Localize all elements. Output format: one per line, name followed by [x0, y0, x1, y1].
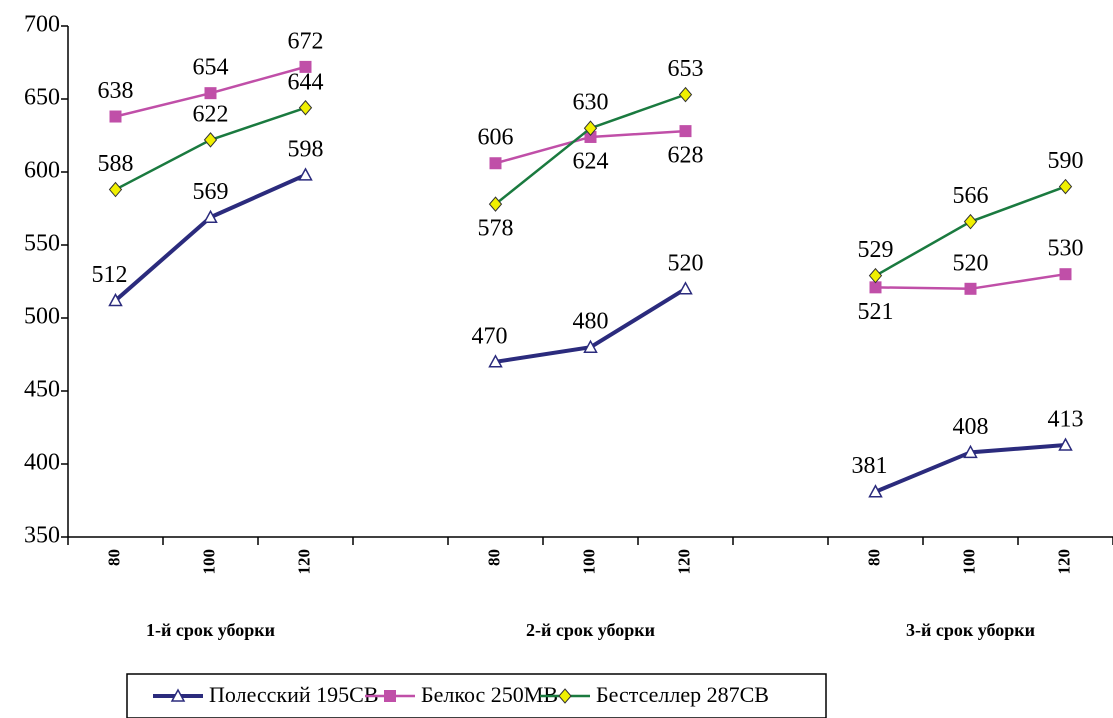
- data-label: 672: [288, 28, 324, 54]
- data-label: 512: [92, 262, 128, 288]
- marker: [678, 281, 693, 295]
- y-tick-label: 650: [24, 85, 60, 111]
- marker: [583, 120, 598, 136]
- marker: [963, 444, 978, 459]
- x-tick-label: 120: [674, 549, 693, 575]
- marker: [488, 354, 503, 368]
- marker: [488, 196, 503, 212]
- y-tick-label: 600: [24, 158, 60, 184]
- marker: [203, 132, 218, 148]
- data-label: 520: [668, 250, 704, 276]
- data-label: 413: [1048, 407, 1084, 433]
- legend-label: Полесский 195СВ: [209, 682, 379, 707]
- data-label: 588: [98, 151, 134, 177]
- y-tick-label: 550: [24, 231, 60, 257]
- marker: [583, 339, 598, 353]
- marker: [170, 688, 186, 702]
- data-label: 624: [573, 148, 609, 174]
- data-label: 590: [1048, 148, 1084, 174]
- group-label: 3-й срок уборки: [906, 620, 1035, 640]
- data-label: 566: [953, 183, 989, 209]
- y-tick-label: 700: [24, 12, 60, 38]
- marker: [109, 110, 122, 123]
- group-label: 2-й срок уборки: [526, 620, 655, 640]
- legend-label: Белкос 250МВ: [421, 682, 558, 707]
- legend-label: Бестселлер 287СВ: [596, 682, 769, 707]
- marker: [963, 213, 978, 230]
- x-tick-label: 100: [959, 549, 978, 575]
- x-tick-label: 120: [294, 549, 313, 575]
- data-label: 606: [478, 125, 514, 151]
- x-tick-label: 100: [199, 549, 218, 575]
- data-label: 470: [472, 323, 508, 349]
- marker: [679, 125, 692, 138]
- marker: [678, 86, 693, 103]
- marker: [584, 130, 597, 143]
- marker: [108, 181, 123, 198]
- data-label: 628: [668, 143, 704, 169]
- marker: [1058, 178, 1073, 195]
- data-label: 598: [288, 136, 324, 162]
- marker: [869, 281, 882, 294]
- data-label: 521: [858, 299, 894, 325]
- marker: [1058, 437, 1073, 451]
- y-tick-label: 450: [24, 377, 60, 403]
- x-tick-label: 100: [579, 549, 598, 575]
- marker: [298, 99, 313, 116]
- data-label: 654: [193, 55, 229, 81]
- data-label: 529: [858, 237, 894, 263]
- data-label: 520: [953, 250, 989, 276]
- marker: [204, 87, 217, 100]
- y-tick-label: 400: [24, 450, 60, 476]
- data-label: 530: [1048, 236, 1084, 262]
- marker: [489, 157, 502, 170]
- data-label: 638: [98, 78, 134, 104]
- marker: [384, 690, 396, 702]
- y-tick-label: 350: [24, 523, 60, 549]
- marker: [203, 209, 218, 224]
- x-tick-label: 80: [104, 549, 123, 566]
- legend-box: [126, 673, 827, 718]
- data-label: 480: [573, 309, 609, 335]
- marker: [558, 688, 572, 704]
- data-label: 622: [193, 101, 229, 127]
- x-tick-label: 80: [864, 549, 883, 566]
- data-label: 408: [953, 414, 989, 440]
- data-label: 578: [478, 216, 514, 242]
- data-label: 569: [193, 179, 229, 205]
- data-label: 381: [852, 453, 888, 479]
- x-tick-label: 80: [484, 549, 503, 566]
- group-label: 1-й срок уборки: [146, 620, 275, 640]
- marker: [298, 167, 313, 181]
- marker: [964, 282, 977, 295]
- marker: [299, 60, 312, 73]
- marker: [868, 484, 883, 498]
- x-tick-label: 120: [1054, 549, 1073, 575]
- data-label: 630: [573, 90, 609, 116]
- data-label: 644: [288, 69, 324, 95]
- marker: [1059, 268, 1072, 281]
- marker: [108, 292, 123, 307]
- y-tick-label: 500: [24, 304, 60, 330]
- data-label: 653: [668, 56, 704, 82]
- marker: [868, 267, 883, 284]
